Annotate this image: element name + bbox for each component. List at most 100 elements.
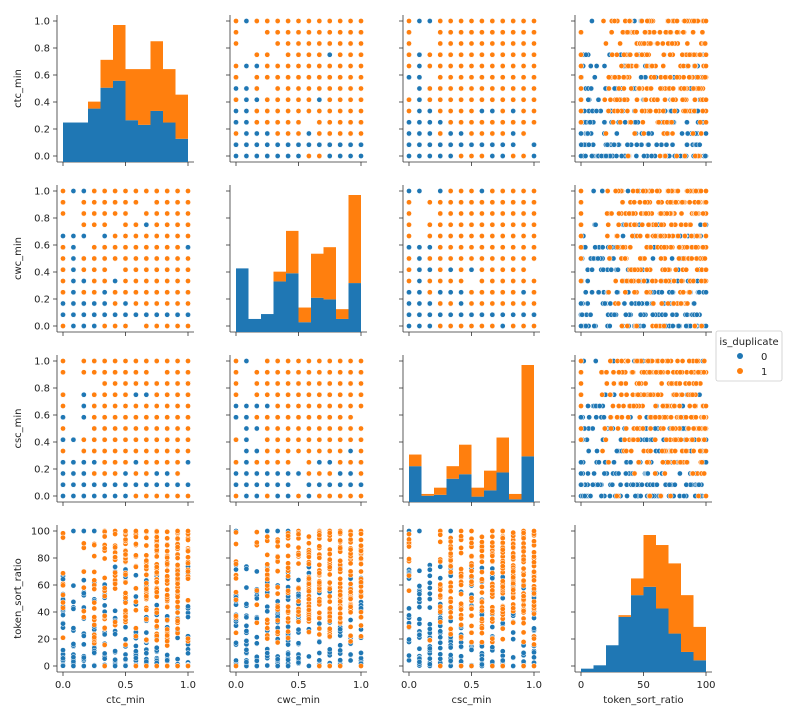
point-class0 (264, 481, 271, 488)
point-class1 (510, 51, 517, 58)
point-class1 (316, 108, 323, 114)
point-class0 (274, 153, 281, 159)
point-class1 (60, 289, 66, 296)
point-class1 (531, 233, 537, 239)
point-class1 (691, 18, 697, 24)
point-class1 (499, 29, 506, 36)
hist-bar-class1 (298, 307, 311, 323)
point-class0 (458, 311, 464, 318)
point-class1 (122, 266, 129, 273)
point-class0 (406, 130, 412, 137)
point-class1 (699, 29, 706, 36)
point-class1 (164, 448, 171, 454)
point-class1 (406, 40, 412, 47)
point-class1 (631, 199, 638, 206)
point-class1 (112, 323, 118, 329)
hist-bar-class0 (409, 466, 422, 502)
point-class1 (631, 130, 638, 137)
point-class1 (153, 266, 160, 273)
point-class1 (326, 369, 333, 376)
point-class1 (681, 85, 687, 92)
point-class1 (619, 199, 626, 206)
point-class1 (185, 221, 191, 228)
point-class0 (243, 414, 250, 421)
point-class1 (489, 323, 496, 329)
point-class0 (316, 481, 323, 488)
point-class0 (243, 436, 250, 443)
point-class1 (185, 403, 191, 409)
point-class1 (133, 188, 139, 194)
point-class1 (578, 221, 584, 228)
hist-bar-class0 (248, 318, 261, 332)
point-class0 (416, 300, 423, 307)
point-class1 (680, 74, 687, 81)
point-class1 (510, 300, 517, 307)
point-class1 (607, 96, 614, 103)
point-class1 (615, 221, 622, 228)
point-class1 (253, 74, 260, 81)
point-class1 (112, 436, 118, 443)
point-class0 (650, 255, 656, 262)
point-class1 (233, 391, 239, 398)
point-class1 (520, 63, 527, 69)
point-class1 (264, 119, 271, 126)
point-class1 (122, 199, 129, 206)
point-class1 (253, 414, 260, 421)
point-class1 (347, 29, 354, 36)
point-class1 (153, 403, 160, 409)
point-class0 (531, 153, 537, 159)
point-class1 (233, 96, 239, 103)
panel-ctc_min-vs-ctc_min: 0.00.20.40.60.81.0 (34, 15, 194, 166)
point-class1 (634, 96, 640, 103)
point-class1 (274, 40, 281, 47)
point-class0 (316, 459, 323, 466)
point-class1 (479, 29, 485, 36)
point-class0 (510, 130, 517, 137)
point-class1 (233, 436, 239, 443)
point-class1 (622, 255, 628, 262)
point-class1 (143, 323, 150, 329)
point-class1 (153, 323, 160, 329)
point-class1 (647, 40, 654, 47)
point-class1 (174, 289, 181, 296)
point-class1 (306, 459, 312, 466)
point-class1 (316, 74, 323, 81)
point-class1 (153, 459, 160, 466)
point-class1 (153, 233, 160, 239)
point-class1 (133, 425, 139, 432)
point-class1 (447, 188, 454, 194)
point-class1 (647, 244, 654, 251)
point-class1 (531, 289, 537, 296)
point-class0 (91, 323, 98, 329)
hist-bar-class0 (286, 273, 299, 332)
point-class1 (499, 40, 506, 47)
point-class1 (468, 119, 475, 126)
point-class1 (60, 323, 66, 329)
point-class1 (133, 380, 139, 387)
point-class1 (358, 369, 364, 376)
point-class0 (347, 153, 354, 159)
point-class1 (520, 199, 527, 206)
point-class0 (416, 266, 423, 273)
point-class1 (437, 18, 444, 24)
point-class0 (669, 323, 676, 329)
point-class0 (637, 311, 644, 318)
point-class0 (143, 311, 150, 318)
point-class1 (91, 425, 98, 432)
point-class0 (468, 311, 475, 318)
point-class1 (489, 74, 496, 81)
point-class1 (80, 199, 87, 206)
point-class0 (447, 311, 454, 318)
y-tick-label: 0.4 (34, 268, 50, 279)
point-class0 (264, 403, 271, 409)
point-class1 (112, 255, 118, 262)
y-tick-label: 1.0 (34, 187, 50, 198)
point-class1 (668, 221, 675, 228)
point-class1 (675, 188, 681, 194)
point-class1 (153, 278, 160, 284)
point-class0 (101, 493, 108, 499)
point-class1 (143, 403, 150, 409)
point-class1 (458, 255, 464, 262)
point-class1 (479, 40, 485, 47)
point-class0 (112, 493, 118, 499)
